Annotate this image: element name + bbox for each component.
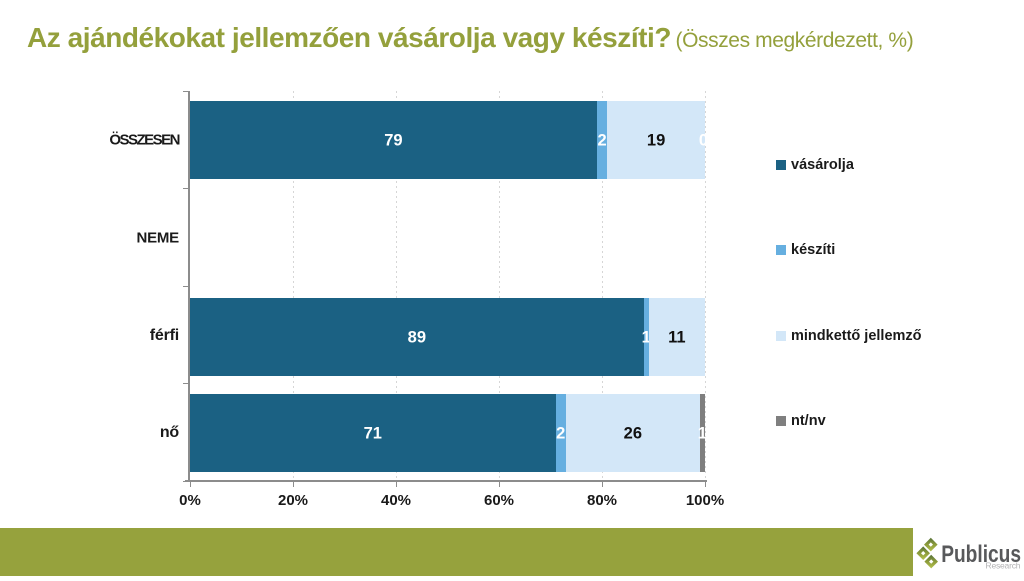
svg-text:Research: Research xyxy=(986,561,1021,571)
svg-text:Publicus: Publicus xyxy=(941,540,1021,568)
